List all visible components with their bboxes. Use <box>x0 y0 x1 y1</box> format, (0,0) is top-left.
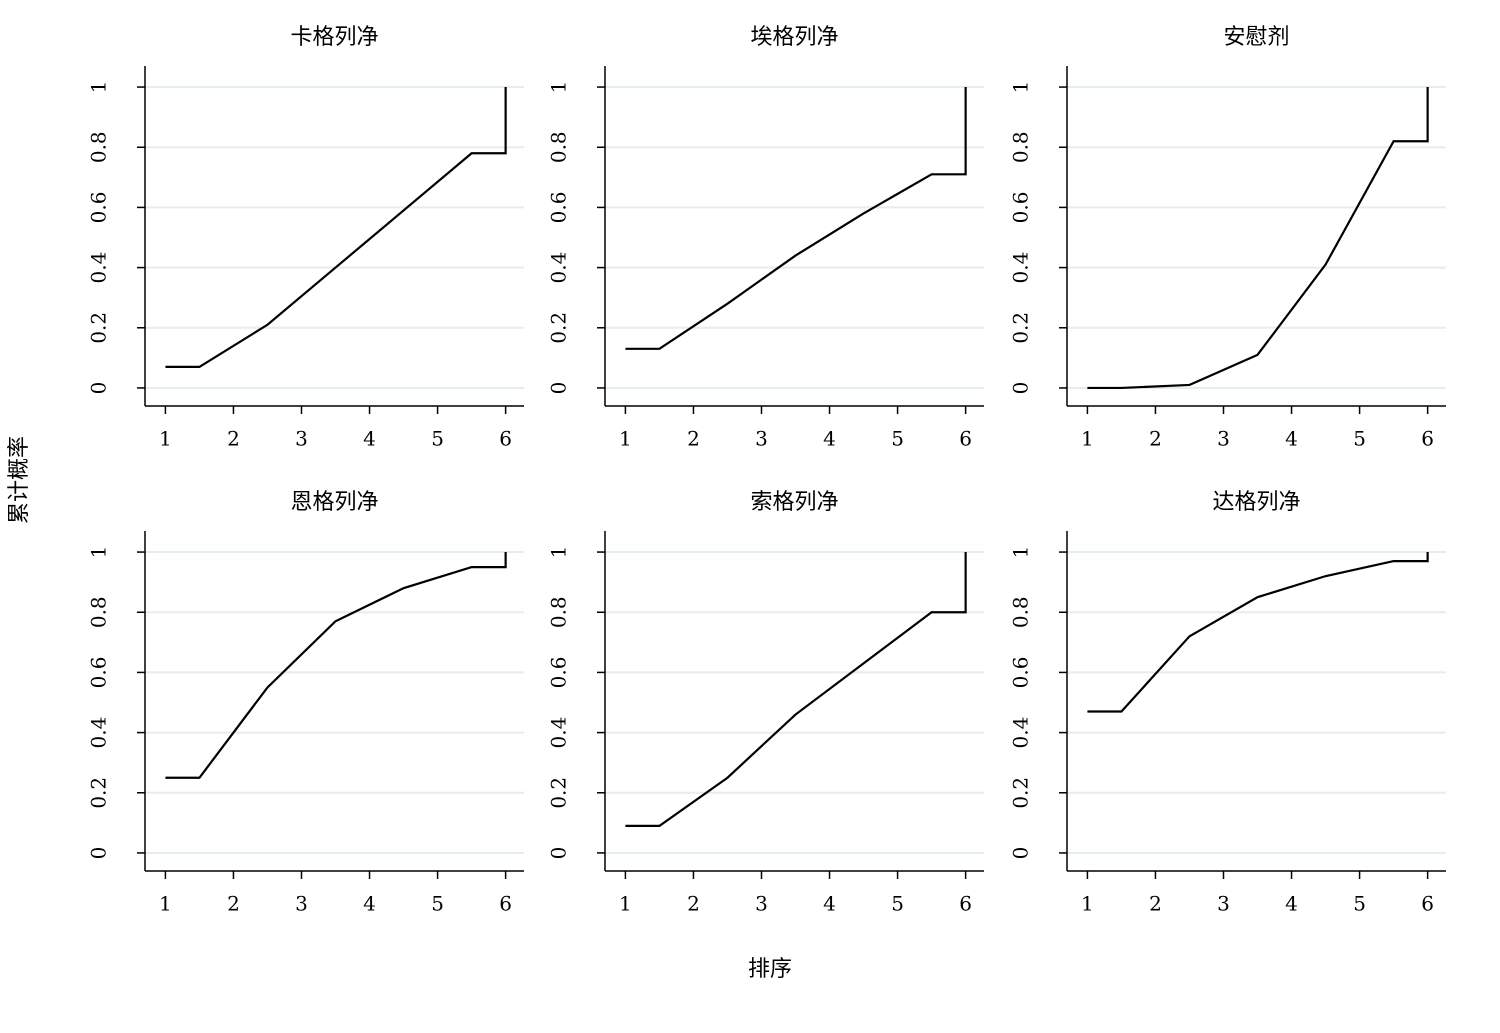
x-tick-label: 1 <box>1081 427 1094 451</box>
y-tick-label: 0 <box>87 382 111 395</box>
panel-title: 埃格列净 <box>750 25 838 50</box>
y-tick-label: 0.2 <box>87 312 111 344</box>
y-tick-label: 0 <box>547 382 571 395</box>
y-tick-label: 0.8 <box>1009 131 1033 163</box>
y-tick-label: 0.8 <box>1009 596 1033 628</box>
y-tick-label: 0.8 <box>87 596 111 628</box>
x-tick-label: 2 <box>687 427 700 451</box>
x-tick-label: 1 <box>619 892 632 916</box>
x-tick-label: 5 <box>891 892 904 916</box>
x-tick-label: 1 <box>619 427 632 451</box>
line <box>165 87 507 368</box>
line <box>625 87 967 350</box>
x-tick-label: 3 <box>295 892 308 916</box>
x-tick-label: 2 <box>1149 892 1162 916</box>
y-axis-title: 累计概率 <box>7 436 32 524</box>
panel-title: 索格列净 <box>750 490 838 515</box>
y-tick-label: 1 <box>1009 81 1033 94</box>
x-tick-label: 6 <box>959 892 972 916</box>
panel-title: 恩格列净 <box>290 490 378 515</box>
x-tick-label: 3 <box>755 427 768 451</box>
y-tick-label: 1 <box>87 81 111 94</box>
y-tick-label: 0.6 <box>87 657 111 689</box>
x-tick-label: 1 <box>159 427 172 451</box>
panel-title: 安慰剂 <box>1223 25 1289 50</box>
y-tick-label: 0.4 <box>547 252 571 284</box>
y-tick-label: 0.8 <box>547 596 571 628</box>
x-tick-label: 3 <box>1217 427 1230 451</box>
x-tick-label: 2 <box>1149 427 1162 451</box>
x-tick-label: 4 <box>1285 892 1298 916</box>
x-tick-label: 6 <box>959 427 972 451</box>
y-tick-label: 1 <box>547 546 571 559</box>
y-tick-label: 0.8 <box>87 131 111 163</box>
x-tick-label: 5 <box>431 892 444 916</box>
panel-title: 卡格列净 <box>290 25 378 50</box>
x-tick-label: 3 <box>755 892 768 916</box>
x-tick-label: 4 <box>1285 427 1298 451</box>
y-tick-label: 0.2 <box>547 777 571 809</box>
y-tick-label: 0.6 <box>87 192 111 224</box>
y-tick-label: 1 <box>87 546 111 559</box>
line <box>1087 552 1429 713</box>
y-tick-label: 1 <box>547 81 571 94</box>
x-tick-label: 5 <box>1353 427 1366 451</box>
x-tick-label: 3 <box>1217 892 1230 916</box>
y-tick-label: 0.4 <box>87 717 111 749</box>
x-tick-label: 5 <box>1353 892 1366 916</box>
y-tick-label: 0 <box>1009 847 1033 860</box>
y-tick-label: 0.6 <box>547 657 571 689</box>
line <box>165 552 507 779</box>
y-tick-label: 0.2 <box>547 312 571 344</box>
y-tick-label: 1 <box>1009 546 1033 559</box>
x-tick-label: 6 <box>1421 892 1434 916</box>
x-tick-label: 6 <box>499 892 512 916</box>
panel-title: 达格列净 <box>1212 490 1300 515</box>
x-tick-label: 5 <box>891 427 904 451</box>
y-tick-label: 0.6 <box>547 192 571 224</box>
y-tick-label: 0.4 <box>87 252 111 284</box>
x-tick-label: 3 <box>295 427 308 451</box>
line <box>625 552 967 827</box>
y-tick-label: 0.2 <box>1009 777 1033 809</box>
x-tick-label: 4 <box>363 427 376 451</box>
x-tick-label: 6 <box>1421 427 1434 451</box>
x-tick-label: 2 <box>687 892 700 916</box>
x-tick-label: 4 <box>823 427 836 451</box>
y-tick-label: 0.4 <box>1009 252 1033 284</box>
y-tick-label: 0 <box>547 847 571 860</box>
y-tick-label: 0 <box>87 847 111 860</box>
line <box>1087 87 1429 390</box>
x-tick-label: 6 <box>499 427 512 451</box>
x-axis-title: 排序 <box>748 957 792 982</box>
x-tick-label: 1 <box>1081 892 1094 916</box>
y-tick-label: 0.2 <box>1009 312 1033 344</box>
y-tick-label: 0.4 <box>547 717 571 749</box>
y-tick-label: 0 <box>1009 382 1033 395</box>
y-tick-label: 0.4 <box>1009 717 1033 749</box>
y-tick-label: 0.6 <box>1009 657 1033 689</box>
y-tick-label: 0.2 <box>87 777 111 809</box>
x-tick-label: 4 <box>363 892 376 916</box>
x-tick-label: 1 <box>159 892 172 916</box>
x-tick-label: 2 <box>227 892 240 916</box>
x-tick-label: 5 <box>431 427 444 451</box>
x-tick-label: 2 <box>227 427 240 451</box>
y-tick-label: 0.8 <box>547 131 571 163</box>
y-tick-label: 0.6 <box>1009 192 1033 224</box>
x-tick-label: 4 <box>823 892 836 916</box>
